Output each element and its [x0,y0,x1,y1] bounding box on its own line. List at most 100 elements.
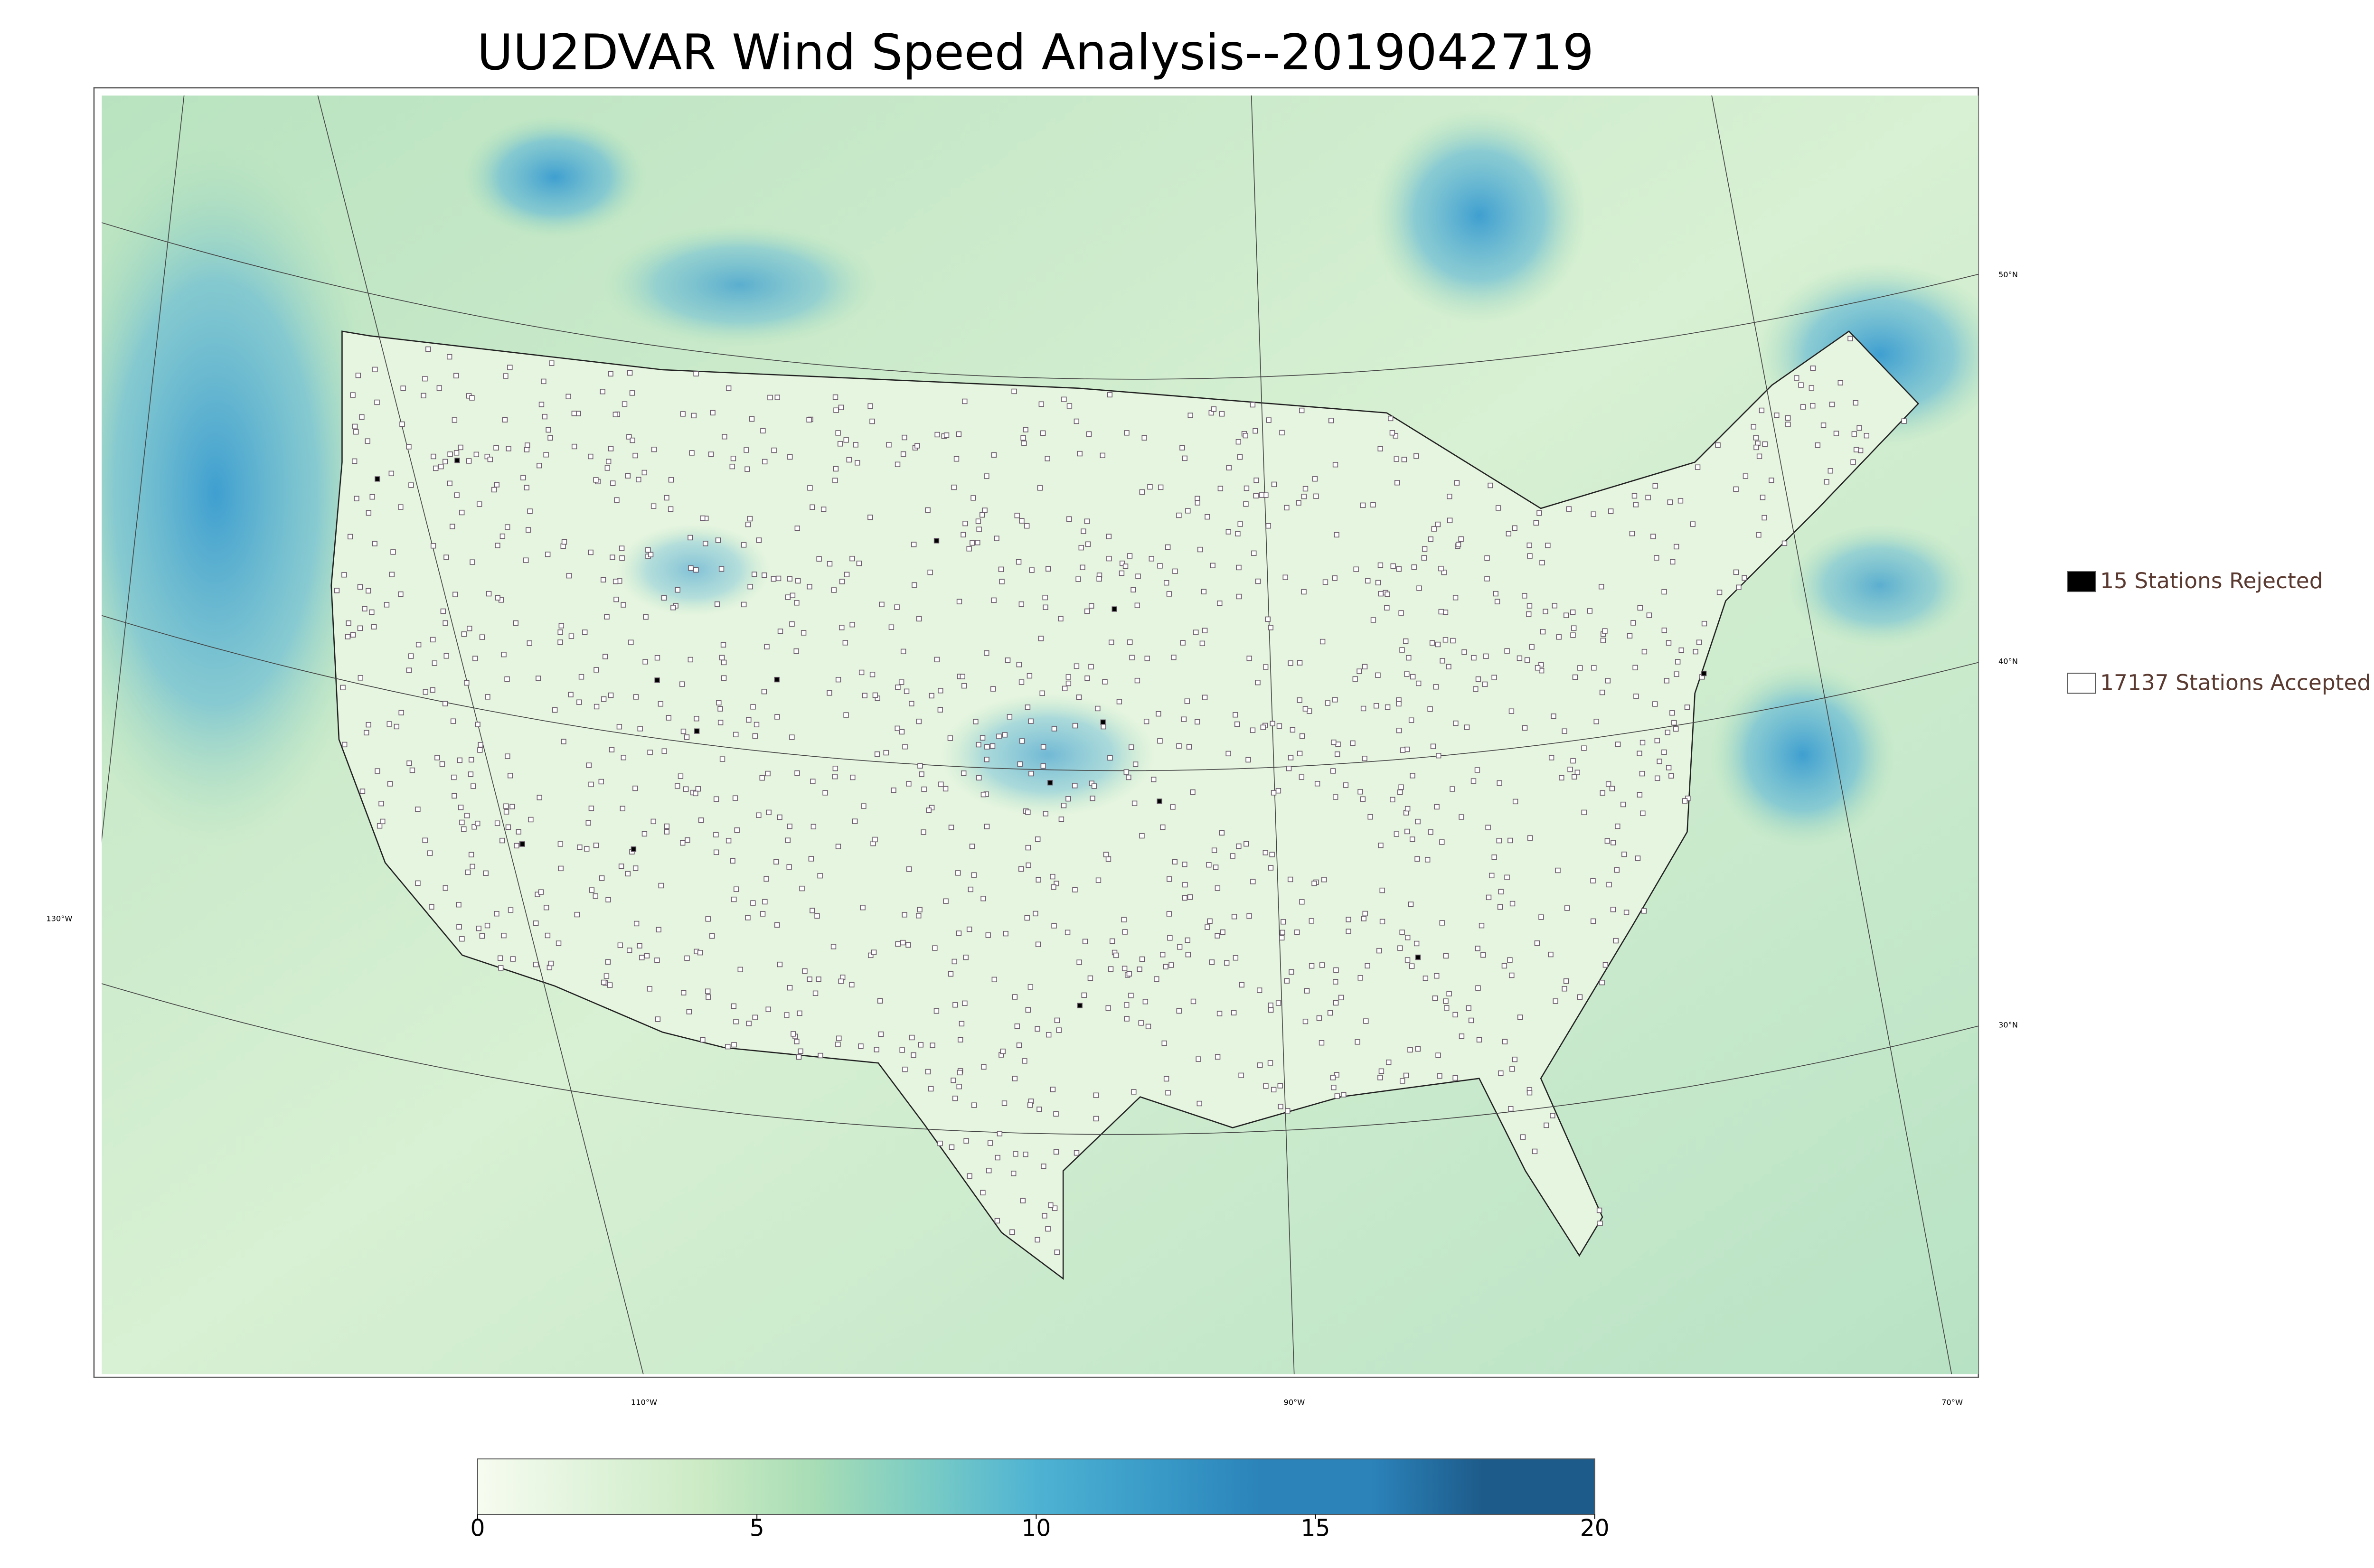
station [1065,680,1072,686]
station [1785,422,1791,427]
station [486,591,492,597]
station [459,509,465,516]
station [691,413,697,419]
station [1255,578,1261,584]
station [879,601,885,607]
station [642,659,648,665]
station [1076,695,1082,700]
station [1176,1008,1182,1014]
station [1040,763,1046,769]
station [970,540,975,546]
station [975,518,981,524]
longitude-label: 110°W [631,1398,657,1407]
station [1332,697,1338,703]
station [1501,963,1507,969]
station [605,459,612,464]
station [822,790,828,796]
station [536,676,541,681]
station [1003,930,1008,937]
station [1743,473,1749,479]
station [905,942,911,948]
station [1394,480,1400,486]
station [1437,1073,1442,1079]
station [1301,494,1307,499]
legend-swatch [2067,571,2096,592]
station [1605,781,1611,787]
station [1447,517,1453,523]
station [1591,665,1597,671]
station [994,1218,1000,1224]
station [1271,481,1277,488]
station [904,688,910,694]
station [771,447,777,453]
station [917,763,923,769]
station [549,360,555,366]
station [1033,911,1038,917]
station [1084,608,1090,614]
station [1041,1164,1046,1169]
colorbar-tick-label: 0 [471,1515,485,1541]
station [1508,708,1515,714]
station [1398,784,1404,790]
station [616,724,622,730]
station [1526,603,1533,609]
station [681,990,687,995]
station [501,933,507,939]
station [1550,1113,1555,1118]
station [949,1144,955,1150]
station [1538,914,1544,920]
station [1233,955,1239,961]
station [470,864,475,870]
station [1053,1149,1059,1155]
station [960,674,965,679]
station [1785,415,1791,421]
station [630,437,635,443]
station [366,510,372,516]
station [568,692,574,697]
station [1410,674,1416,680]
station [1271,1087,1277,1093]
station [930,1042,935,1048]
station [617,942,623,948]
station [1128,993,1134,998]
station [365,438,370,444]
station [358,675,363,681]
station [962,1000,968,1006]
station [406,444,412,450]
station [631,846,637,852]
station [1346,917,1351,922]
station [1455,542,1461,547]
station [1674,544,1679,550]
station [810,779,816,784]
station [1122,929,1128,935]
station [1641,648,1648,655]
station [956,599,962,604]
station [1156,711,1161,717]
station [359,414,365,420]
station [398,710,404,715]
station [1655,775,1660,781]
station [1177,944,1183,950]
station [1016,559,1022,565]
station [787,454,793,460]
station [1237,454,1243,460]
station [1054,1249,1060,1255]
station [504,676,510,682]
station [1379,919,1385,925]
station [980,896,986,901]
station [472,656,478,661]
station [906,781,912,787]
station [868,952,874,958]
station [1050,1087,1056,1092]
station [1615,823,1620,829]
station [937,707,943,713]
station [1774,413,1780,418]
station [1652,701,1658,707]
station [689,450,695,456]
station [1539,560,1545,565]
station [1157,563,1163,569]
station [654,655,660,661]
station [1088,603,1094,609]
station [1577,665,1583,671]
station [1105,856,1112,862]
